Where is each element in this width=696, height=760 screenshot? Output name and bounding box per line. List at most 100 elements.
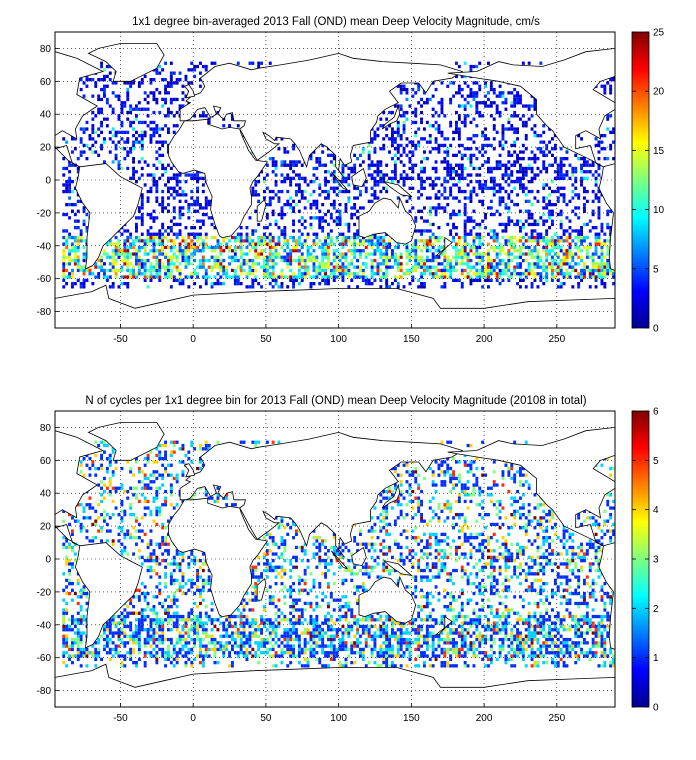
data-cell bbox=[501, 127, 505, 131]
data-cell bbox=[100, 265, 103, 269]
x-tick-label: 100 bbox=[330, 334, 347, 345]
data-cell bbox=[405, 262, 409, 266]
data-cell bbox=[71, 644, 74, 648]
data-cell bbox=[370, 258, 374, 263]
data-cell bbox=[431, 654, 435, 658]
data-cell bbox=[199, 78, 202, 82]
data-cell bbox=[210, 235, 214, 240]
data-cell bbox=[97, 107, 101, 111]
data-cell bbox=[393, 654, 397, 658]
data-cell bbox=[155, 183, 159, 187]
data-cell bbox=[236, 265, 240, 269]
data-cell bbox=[452, 196, 455, 200]
data-cell bbox=[187, 631, 191, 635]
data-cell bbox=[114, 647, 118, 652]
data-cell bbox=[335, 634, 339, 638]
data-cell bbox=[324, 272, 327, 276]
data-cell bbox=[228, 255, 231, 259]
data-cell bbox=[460, 235, 464, 240]
data-cell bbox=[309, 644, 313, 648]
data-cell bbox=[594, 170, 598, 174]
data-cell bbox=[519, 285, 522, 289]
data-cell bbox=[231, 647, 234, 652]
data-cell bbox=[373, 130, 377, 134]
data-cell bbox=[297, 209, 301, 213]
data-cell bbox=[178, 209, 182, 213]
data-cell bbox=[603, 157, 607, 161]
data-cell bbox=[556, 647, 560, 652]
data-cell bbox=[542, 183, 546, 187]
data-cell bbox=[295, 160, 298, 164]
data-cell bbox=[417, 229, 421, 233]
data-cell bbox=[239, 235, 243, 240]
data-cell bbox=[463, 209, 467, 213]
data-cell bbox=[274, 664, 278, 668]
data-cell bbox=[73, 137, 77, 141]
data-cell bbox=[399, 268, 403, 273]
data-cell bbox=[152, 216, 156, 220]
data-cell bbox=[332, 163, 336, 167]
data-cell bbox=[324, 282, 327, 286]
data-cell bbox=[507, 120, 511, 125]
data-cell bbox=[111, 282, 115, 286]
data-cell bbox=[286, 628, 290, 632]
data-cell bbox=[440, 101, 444, 105]
data-cell bbox=[594, 245, 598, 250]
data-cell bbox=[135, 180, 138, 184]
data-cell bbox=[379, 176, 383, 180]
data-cell bbox=[114, 268, 118, 273]
data-cell bbox=[254, 275, 258, 279]
data-cell bbox=[533, 153, 537, 157]
data-cell bbox=[501, 134, 505, 138]
data-cell bbox=[475, 91, 479, 95]
x-tick-label: -50 bbox=[113, 334, 128, 345]
data-cell bbox=[556, 163, 560, 167]
data-cell bbox=[420, 97, 423, 102]
data-cell bbox=[161, 232, 165, 236]
data-cell bbox=[539, 61, 543, 65]
data-cell bbox=[184, 275, 188, 279]
data-cell bbox=[196, 180, 199, 184]
data-cell bbox=[556, 189, 560, 194]
data-cell bbox=[65, 166, 69, 171]
data-cell bbox=[280, 258, 284, 263]
data-cell bbox=[175, 189, 179, 194]
data-cell bbox=[216, 641, 220, 645]
data-cell bbox=[434, 147, 438, 151]
data-cell bbox=[62, 137, 66, 141]
data-cell bbox=[489, 258, 493, 263]
data-cell bbox=[359, 651, 362, 655]
data-cell bbox=[568, 163, 572, 167]
data-cell bbox=[574, 206, 578, 210]
data-cell bbox=[199, 71, 202, 75]
data-cell bbox=[155, 216, 159, 220]
data-cell bbox=[527, 157, 531, 161]
data-cell bbox=[376, 651, 380, 655]
data-cell bbox=[591, 163, 595, 167]
data-cell bbox=[431, 258, 435, 263]
data-cell bbox=[559, 163, 563, 167]
data-cell bbox=[161, 654, 165, 658]
data-cell bbox=[68, 216, 71, 220]
data-cell bbox=[568, 232, 572, 236]
data-cell bbox=[475, 101, 479, 105]
data-cell bbox=[583, 641, 586, 645]
data-cell bbox=[265, 265, 269, 269]
data-cell bbox=[79, 232, 83, 236]
data-cell bbox=[327, 196, 330, 200]
data-cell bbox=[140, 143, 144, 148]
data-cell bbox=[478, 644, 482, 648]
data-cell bbox=[519, 94, 522, 98]
data-cell bbox=[583, 160, 586, 164]
data-cell bbox=[187, 651, 191, 655]
data-cell bbox=[164, 183, 167, 187]
data-cell bbox=[315, 644, 319, 648]
data-cell bbox=[120, 654, 124, 658]
data-cell bbox=[260, 285, 263, 289]
data-cell bbox=[498, 651, 502, 655]
colorbar bbox=[631, 31, 650, 329]
data-cell bbox=[126, 239, 130, 243]
data-cell bbox=[315, 272, 319, 276]
data-cell bbox=[472, 265, 476, 269]
data-cell bbox=[79, 285, 83, 289]
